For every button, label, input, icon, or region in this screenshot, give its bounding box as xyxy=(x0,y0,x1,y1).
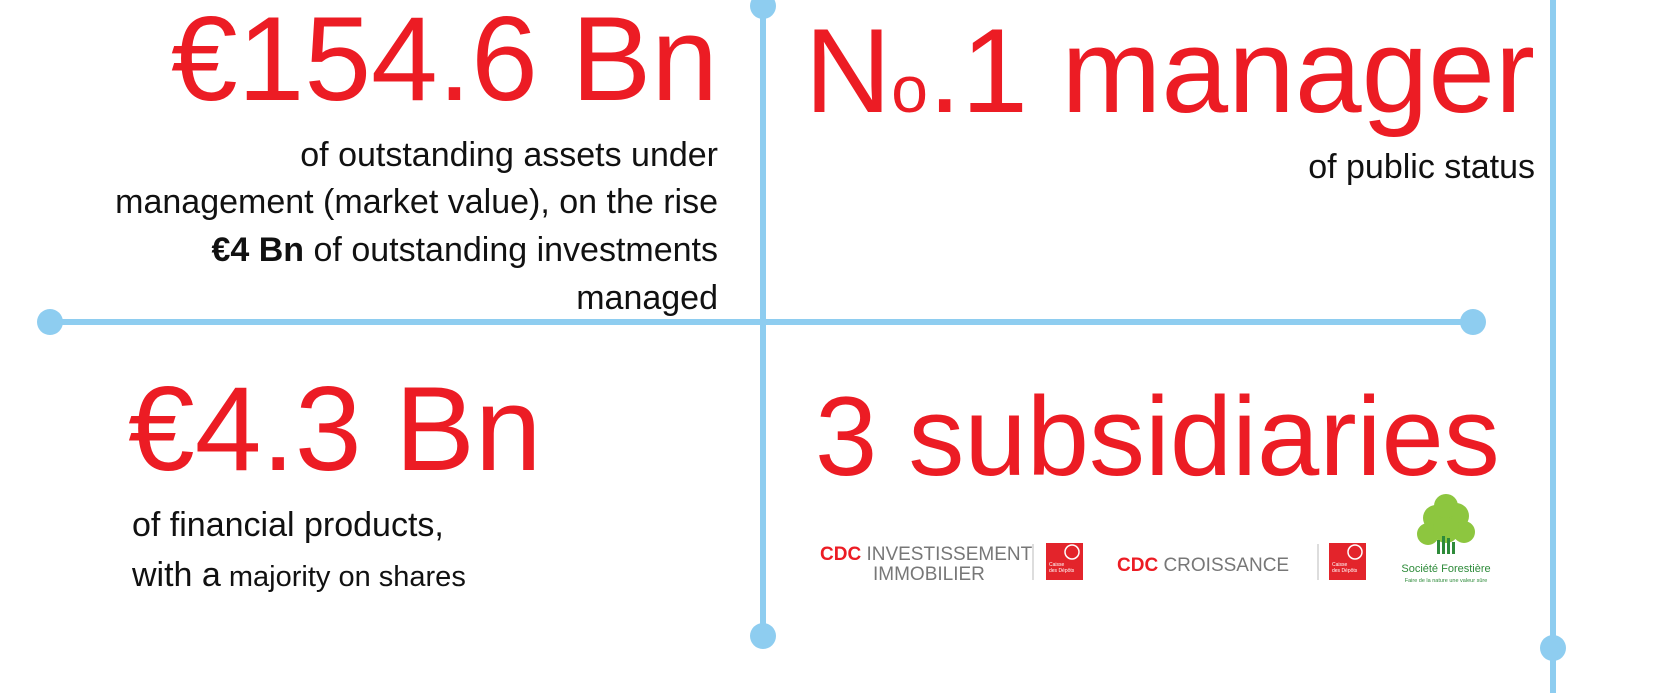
logo-brand: CDC xyxy=(1117,555,1158,576)
caption-line: €4 Bn of outstanding investments xyxy=(211,231,718,269)
headline-rest: .1 manager xyxy=(928,4,1535,138)
logo-text: CDC INVESTISSEMENT xyxy=(820,544,1033,565)
badge-text: Caisse xyxy=(1049,562,1065,568)
tree-icon xyxy=(1417,494,1475,554)
caption-line: management (market value), on the rise xyxy=(115,183,718,221)
logo-brand: CDC xyxy=(820,544,861,565)
caption-line: with a majority on shares xyxy=(131,556,466,594)
caption-small: majority on shares xyxy=(221,561,466,593)
divider-dot xyxy=(37,309,63,335)
logo-name: CROISSANCE xyxy=(1158,555,1289,576)
headline: No.1 manager xyxy=(805,4,1535,138)
headline: 3 subsidiaries xyxy=(815,374,1500,499)
headline-n: N xyxy=(805,4,892,138)
logo-badge xyxy=(1046,543,1083,580)
logo-tagline: Faire de la nature une valeur sûre xyxy=(1405,578,1488,584)
caption-line: of financial products, xyxy=(132,506,444,544)
caption-large: with a xyxy=(131,556,221,594)
caption: of public status xyxy=(1308,148,1535,186)
logo-emblem xyxy=(1347,544,1363,560)
caption-bold: €4 Bn xyxy=(211,231,304,269)
headline-o: o xyxy=(891,52,928,126)
caption-line: of outstanding assets under xyxy=(300,136,718,174)
logo-name: INVESTISSEMENT xyxy=(861,544,1032,565)
logo-emblem xyxy=(1064,544,1080,560)
logo-badge xyxy=(1329,543,1366,580)
badge-text: des Dépôts xyxy=(1332,568,1358,574)
badge-text: des Dépôts xyxy=(1049,568,1075,574)
badge-text: Caisse xyxy=(1332,562,1348,568)
divider-dot xyxy=(1460,309,1486,335)
logo-text: CDC CROISSANCE xyxy=(1117,555,1289,576)
divider-dot xyxy=(750,0,776,19)
caption-line: managed xyxy=(576,279,718,317)
headline: €154.6 Bn xyxy=(171,0,718,126)
caption-text: of outstanding investments xyxy=(304,231,718,269)
divider-dot xyxy=(1540,635,1566,661)
headline: €4.3 Bn xyxy=(128,362,542,496)
logo-name: Société Forestière xyxy=(1401,563,1490,575)
divider-dot xyxy=(750,623,776,649)
logo-name: IMMOBILIER xyxy=(873,564,985,585)
